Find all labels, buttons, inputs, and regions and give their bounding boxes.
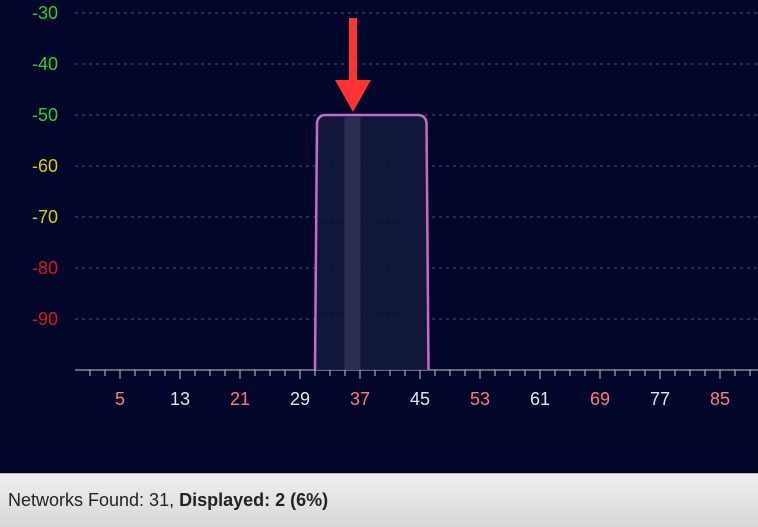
series-center-band-0 [344,117,361,370]
networks-found-text: Networks Found: 31, [8,490,180,510]
y-tick-label-1: -40 [32,54,58,74]
y-tick-label-6: -90 [32,309,58,329]
x-tick-label-10: 85 [710,389,730,409]
status-bar: Networks Found: 31, Displayed: 2 (6%) [0,473,758,527]
chart-svg: -30 -40 -50 -60 -70 -80 -90 5 13 21 29 37 45 53 61 69 77… [32,3,758,409]
series-fill-0 [315,115,429,370]
y-tick-label-5: -80 [32,258,58,278]
x-tick-label-2: 21 [230,389,250,409]
x-tick-label-6: 53 [470,389,490,409]
y-tick-label-2: -50 [32,105,58,125]
x-tick-label-5: 45 [410,389,430,409]
series-line-0 [313,113,430,371]
annotation-arrow-shaft [349,18,357,84]
y-tick-label-3: -60 [32,156,58,176]
x-tick-label-7: 61 [530,389,550,409]
x-tick-label-8: 69 [590,389,610,409]
x-tick-label-1: 13 [170,389,190,409]
x-tick-label-3: 29 [290,389,310,409]
spectrum-chart: -30 -40 -50 -60 -70 -80 -90 5 13 21 29 37 45 53 61 69 77… [0,0,758,473]
x-tick-label-4: 37 [350,389,370,409]
x-tick-label-0: 5 [115,389,125,409]
annotation-arrow-head [335,80,371,112]
y-tick-label-4: -70 [32,207,58,227]
x-tick-label-9: 77 [650,389,670,409]
displayed-count-text: Displayed: 2 (6%) [179,490,329,510]
y-tick-label-0: -30 [32,3,58,23]
